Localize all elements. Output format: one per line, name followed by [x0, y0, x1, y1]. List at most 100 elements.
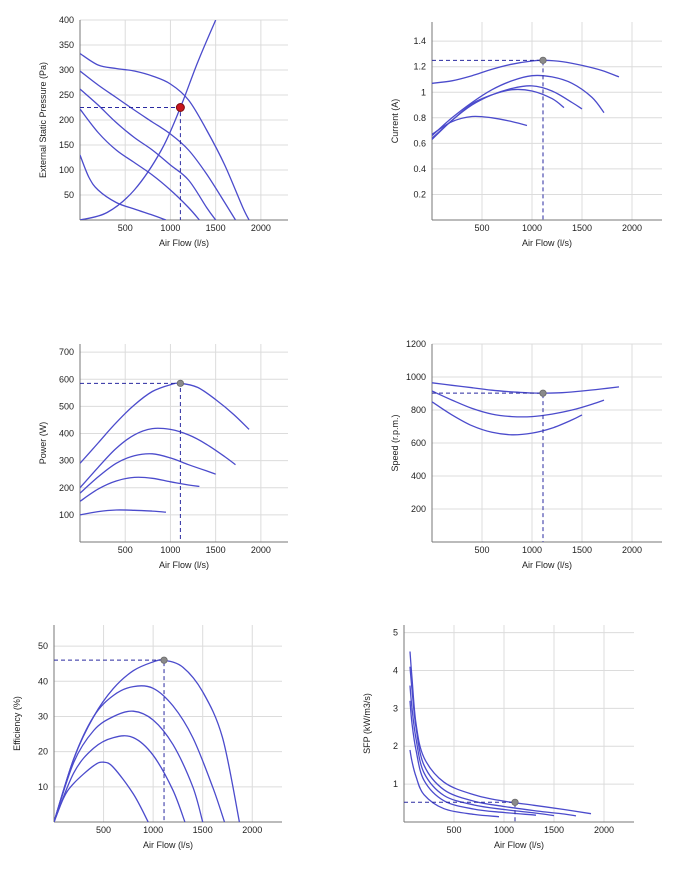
y-axis-label: Current (A) [390, 99, 400, 144]
series-line-1 [432, 382, 620, 394]
y-axis-label: Efficiency (%) [12, 696, 22, 751]
x-axis-label: Air Flow (l/s) [522, 560, 572, 570]
series-line-5 [80, 509, 166, 516]
y-tick-label: 4 [393, 665, 398, 675]
y-axis-label: SFP (kW/m3/s) [362, 693, 372, 754]
x-axis-label: Air Flow (l/s) [522, 238, 572, 248]
x-tick-label: 500 [118, 545, 133, 555]
y-axis-label: Power (W) [38, 422, 48, 465]
y-tick-label: 0.8 [413, 113, 426, 123]
y-tick-label: 10 [38, 782, 48, 792]
series-group [80, 382, 250, 516]
y-tick-label: 800 [411, 405, 426, 415]
series-line-6 [80, 20, 217, 220]
y-tick-label: 3 [393, 703, 398, 713]
y-tick-label: 700 [59, 347, 74, 357]
series-line-3 [54, 710, 204, 822]
operating-point-guide [80, 107, 181, 220]
x-tick-label: 2000 [242, 825, 262, 835]
series-line-3 [80, 88, 217, 220]
y-tick-label: 300 [59, 456, 74, 466]
y-tick-label: 200 [411, 504, 426, 514]
y-tick-label: 1000 [406, 372, 426, 382]
series-line-3 [432, 85, 583, 140]
x-tick-label: 1500 [572, 545, 592, 555]
y-tick-label: 100 [59, 165, 74, 175]
series-line-4 [80, 476, 200, 502]
series-line-2 [80, 427, 236, 489]
y-tick-label: 2 [393, 741, 398, 751]
series-line-5 [80, 154, 167, 220]
x-tick-label: 1500 [544, 825, 564, 835]
x-tick-label: 1500 [206, 223, 226, 233]
y-tick-label: 600 [59, 374, 74, 384]
chart-panel-6: 500 1000 1500 2000 1 2 3 4 5 Air Flow (l/s) SFP (k… [362, 625, 634, 850]
y-tick-label: 30 [38, 711, 48, 721]
series-group [54, 659, 241, 822]
y-tick-label: 20 [38, 747, 48, 757]
x-axis-label: Air Flow (l/s) [159, 560, 209, 570]
chart-panel-2: 500 1000 1500 2000 0.2 0.4 0.6 0.8 1 1.2 1.4 Air Fl… [390, 22, 662, 248]
chart-panel-1: 500 1000 1500 2000 50 100 150 200 250 300 350 400 Ai… [38, 15, 288, 248]
y-tick-label: 400 [411, 471, 426, 481]
y-tick-label: 1.4 [413, 36, 426, 46]
series-line-5 [54, 761, 149, 822]
x-tick-label: 2000 [594, 825, 614, 835]
x-tick-label: 1500 [206, 545, 226, 555]
chart-panel-3: 500 1000 1500 2000 100 200 300 400 500 600 700 Air … [38, 344, 288, 570]
operating-point-marker [176, 379, 184, 387]
x-tick-label: 1500 [193, 825, 213, 835]
series-line-3 [80, 453, 216, 494]
y-tick-label: 1.2 [413, 62, 426, 72]
y-tick-label: 500 [59, 401, 74, 411]
y-tick-label: 0.4 [413, 164, 426, 174]
series-group [432, 382, 620, 436]
series-group [409, 651, 592, 818]
x-tick-label: 1000 [522, 545, 542, 555]
y-tick-label: 400 [59, 429, 74, 439]
series-line-1 [80, 382, 250, 464]
x-tick-label: 1500 [572, 223, 592, 233]
x-tick-label: 2000 [622, 545, 642, 555]
series-line-4 [80, 108, 200, 220]
series-line-4 [54, 735, 186, 822]
series-line-1 [432, 59, 620, 84]
operating-point-marker [175, 103, 185, 112]
y-tick-label: 40 [38, 676, 48, 686]
y-tick-label: 350 [59, 40, 74, 50]
series-line-2 [54, 685, 226, 822]
series-line-1 [409, 651, 592, 815]
series-group [432, 59, 620, 140]
y-tick-label: 200 [59, 115, 74, 125]
x-tick-label: 500 [96, 825, 111, 835]
y-tick-label: 1200 [406, 339, 426, 349]
y-axis-label: External Static Pressure (Pa) [38, 62, 48, 178]
y-tick-label: 50 [64, 190, 74, 200]
y-axis-label: Speed (r.p.m.) [390, 414, 400, 471]
x-tick-label: 500 [118, 223, 133, 233]
chart-panel-4: 500 1000 1500 2000 200 400 600 800 1000 1200 Air F… [390, 339, 662, 570]
x-tick-label: 500 [474, 223, 489, 233]
x-tick-label: 2000 [251, 545, 271, 555]
x-tick-label: 1000 [160, 545, 180, 555]
operating-point-guide [80, 382, 181, 542]
series-line-2 [409, 666, 577, 817]
y-tick-label: 250 [59, 90, 74, 100]
x-tick-label: 1000 [522, 223, 542, 233]
y-tick-label: 0.6 [413, 138, 426, 148]
series-line-4 [432, 88, 565, 139]
series-line-1 [54, 659, 241, 822]
operating-point-marker [539, 389, 547, 397]
x-axis-label: Air Flow (l/s) [143, 840, 193, 850]
y-tick-label: 1 [393, 779, 398, 789]
series-group [80, 20, 250, 220]
series-line-3 [432, 401, 583, 436]
x-tick-label: 1000 [160, 223, 180, 233]
y-tick-label: 200 [59, 483, 74, 493]
x-tick-label: 500 [446, 825, 461, 835]
series-line-2 [80, 70, 237, 220]
x-tick-label: 1000 [494, 825, 514, 835]
series-line-2 [432, 390, 605, 418]
x-axis-label: Air Flow (l/s) [494, 840, 544, 850]
operating-point-marker [539, 56, 547, 64]
